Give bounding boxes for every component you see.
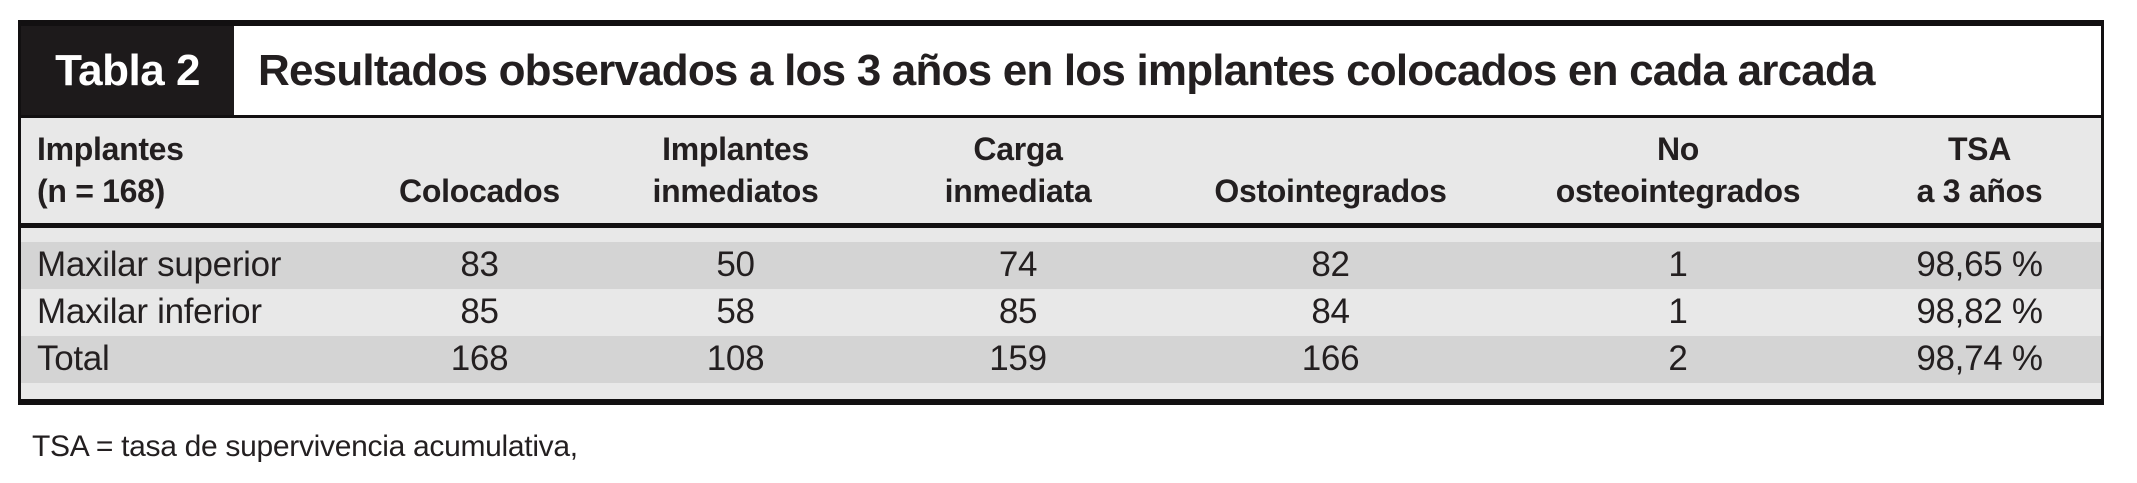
- table-cell: 74: [873, 241, 1163, 289]
- column-header-tsa: TSA a 3 años: [1858, 118, 2101, 229]
- table-cell: 1: [1498, 288, 1858, 336]
- column-header-line: a 3 años: [1916, 173, 2043, 210]
- table-cell: 85: [361, 288, 598, 336]
- table-cell: 98,65 %: [1858, 241, 2101, 289]
- column-header-line: inmediatos: [652, 173, 819, 210]
- column-header-implantes: Implantes (n = 168): [21, 118, 361, 229]
- table-cell: 168: [361, 335, 598, 383]
- column-header-line: TSA: [1947, 131, 2012, 167]
- column-header-line: Carga: [973, 131, 1063, 167]
- table-title: Resultados observados a los 3 años en lo…: [258, 45, 1876, 95]
- table-row-total: Total 168 108 159 166 2 98,74 %: [21, 335, 2101, 383]
- column-header-colocados: Colocados: [361, 118, 598, 229]
- table-cell: 1: [1498, 241, 1858, 289]
- column-header-line: osteointegrados: [1555, 173, 1801, 210]
- table-tag: Tabla 2: [21, 26, 234, 115]
- column-header-no-osteointegrados: No osteointegrados: [1498, 118, 1858, 229]
- table-cell: 98,82 %: [1858, 288, 2101, 336]
- table-cell: 58: [598, 288, 873, 336]
- table-footnote: TSA = tasa de supervivencia acumulativa,: [32, 430, 578, 463]
- table-cell: 108: [598, 335, 873, 383]
- table-cell: 98,74 %: [1858, 335, 2101, 383]
- row-label: Maxilar superior: [21, 241, 361, 289]
- header-row: Implantes (n = 168) Colocados Implantes …: [21, 118, 2101, 229]
- table-cell: 82: [1163, 241, 1498, 289]
- column-header-line: No: [1656, 131, 1700, 167]
- table-cell: 2: [1498, 335, 1858, 383]
- row-label: Total: [21, 335, 361, 383]
- column-header-implantes-inmediatos: Implantes inmediatos: [598, 118, 873, 229]
- column-header-line: Implantes: [662, 131, 809, 167]
- table-cell: 85: [873, 288, 1163, 336]
- column-header-ostointegrados: Ostointegrados: [1163, 118, 1498, 229]
- column-header-carga-inmediata: Carga inmediata: [873, 118, 1163, 229]
- row-label: Maxilar inferior: [21, 288, 361, 336]
- column-header-line: Colocados: [399, 173, 560, 210]
- table-cell: 83: [361, 241, 598, 289]
- table-cell: 159: [873, 335, 1163, 383]
- spacer-row: [21, 382, 2101, 399]
- table-title-bar: Tabla 2 Resultados observados a los 3 añ…: [21, 26, 2101, 118]
- results-table-frame: Tabla 2 Resultados observados a los 3 añ…: [18, 20, 2104, 405]
- column-header-line: Ostointegrados: [1214, 173, 1447, 210]
- spacer-row: [21, 225, 2101, 242]
- column-header-line: Implantes: [37, 131, 184, 167]
- table-row-maxilar-inferior: Maxilar inferior 85 58 85 84 1 98,82 %: [21, 288, 2101, 336]
- column-header-line: (n = 168): [37, 173, 166, 210]
- table-cell: 50: [598, 241, 873, 289]
- table-row-maxilar-superior: Maxilar superior 83 50 74 82 1 98,65 %: [21, 241, 2101, 289]
- results-table: Implantes (n = 168) Colocados Implantes …: [21, 118, 2101, 399]
- table-cell: 84: [1163, 288, 1498, 336]
- table-cell: 166: [1163, 335, 1498, 383]
- column-header-line: inmediata: [944, 173, 1092, 210]
